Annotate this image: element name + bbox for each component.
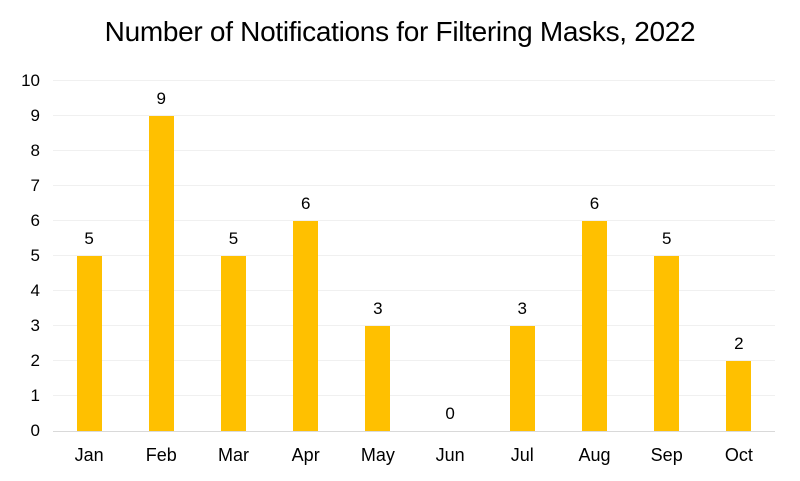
x-tick-label-jan: Jan bbox=[74, 445, 104, 465]
bar-value-label-aug: 6 bbox=[589, 194, 600, 213]
x-tick-label-mar: Mar bbox=[217, 445, 249, 465]
gridline bbox=[53, 150, 775, 151]
y-tick-label: 10 bbox=[21, 71, 40, 90]
gridline bbox=[53, 290, 775, 291]
bar-value-label-oct: 2 bbox=[734, 334, 744, 353]
bar-oct bbox=[726, 361, 752, 431]
bar-value-label-feb: 9 bbox=[156, 89, 167, 108]
bar-jan bbox=[76, 256, 102, 431]
bar-sep bbox=[654, 256, 680, 431]
x-tick-label-apr: Apr bbox=[291, 445, 320, 465]
x-tick-label-jul: Jul bbox=[510, 445, 534, 465]
y-tick-label: 7 bbox=[30, 176, 40, 195]
gridline bbox=[53, 360, 775, 361]
y-tick-label: 4 bbox=[30, 281, 40, 300]
y-tick-label: 6 bbox=[30, 211, 40, 230]
bar-value-label-jan: 5 bbox=[84, 229, 94, 248]
y-tick-label: 8 bbox=[30, 141, 40, 160]
y-tick-label: 2 bbox=[30, 351, 40, 370]
bar-value-label-mar: 5 bbox=[228, 229, 239, 248]
bar-value-label-jun: 0 bbox=[445, 404, 455, 423]
bar-value-label-apr: 6 bbox=[300, 194, 311, 213]
gridline bbox=[53, 115, 775, 116]
y-tick-label: 9 bbox=[30, 106, 40, 125]
gridline bbox=[53, 395, 775, 396]
x-tick-label-aug: Aug bbox=[578, 445, 611, 465]
bar-may bbox=[365, 326, 391, 431]
x-tick-label-jun: Jun bbox=[435, 445, 465, 465]
y-tick-label: 0 bbox=[30, 421, 40, 440]
chart-title: Number of Notifications for Filtering Ma… bbox=[104, 16, 696, 47]
y-tick-label: 5 bbox=[30, 246, 40, 265]
bar-aug bbox=[582, 221, 607, 431]
x-axis-line bbox=[53, 431, 775, 432]
bar-feb bbox=[148, 116, 174, 431]
y-tick-label: 1 bbox=[30, 386, 40, 405]
bar-jul bbox=[509, 326, 535, 431]
bar-apr bbox=[293, 221, 319, 431]
bar-mar bbox=[221, 256, 246, 431]
bar-value-label-sep: 5 bbox=[661, 229, 672, 248]
x-tick-label-may: May bbox=[360, 445, 395, 465]
bar-value-label-may: 3 bbox=[373, 299, 383, 318]
gridline bbox=[53, 325, 775, 326]
gridline bbox=[53, 255, 775, 256]
gridline bbox=[53, 220, 775, 221]
x-tick-label-sep: Sep bbox=[650, 445, 683, 465]
plot-area: 5 9 5 6 3 0 3 6 5 2 bbox=[53, 80, 775, 432]
gridline bbox=[53, 80, 775, 81]
x-tick-label-feb: Feb bbox=[145, 445, 177, 465]
x-tick-label-oct: Oct bbox=[724, 445, 753, 465]
bar-value-label-jul: 3 bbox=[517, 299, 528, 318]
y-tick-label: 3 bbox=[30, 316, 40, 335]
gridline bbox=[53, 185, 775, 186]
